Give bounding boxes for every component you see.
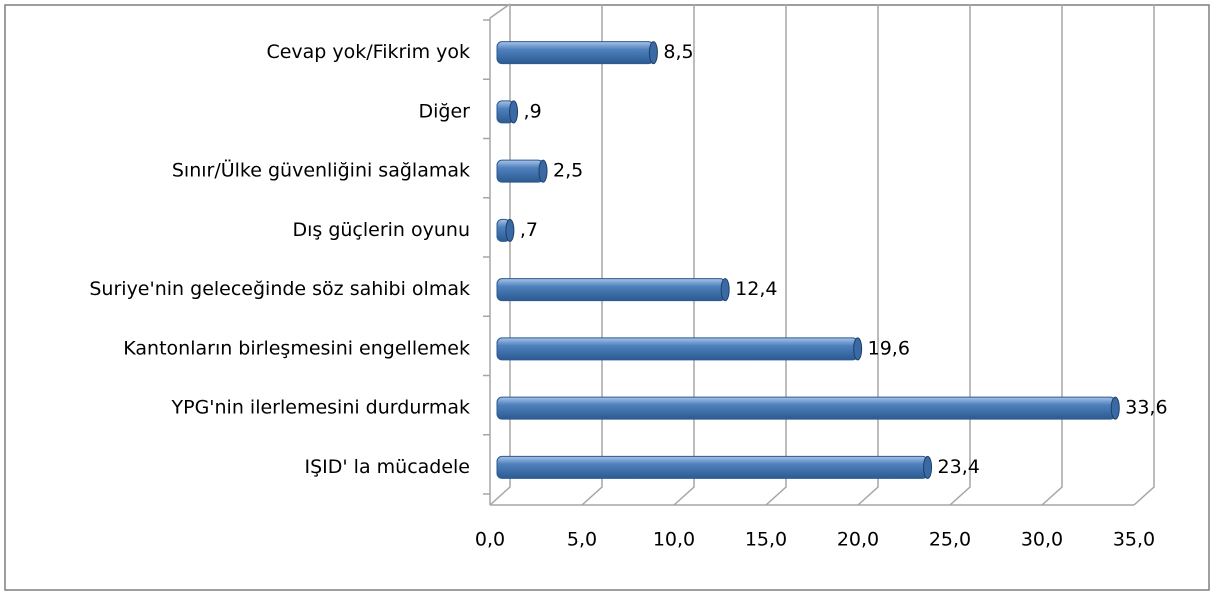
y-tick-label: Suriye'nin geleceğinde söz sahibi olmak (89, 278, 470, 300)
left-wall-top (489, 3, 511, 19)
grid-line (1041, 4, 1063, 506)
y-tick-label: Diğer (419, 100, 471, 122)
y-tick-label: Dış güçlerin oyunu (292, 219, 470, 241)
bar-cap (538, 159, 548, 183)
y-tick-label: YPG'nin ilerlemesini durdurmak (171, 397, 471, 419)
x-tick-label: 0,0 (475, 529, 505, 551)
bar (496, 278, 726, 302)
bar-cap (1110, 396, 1120, 420)
value-label: 2,5 (553, 160, 583, 182)
value-label: ,9 (524, 100, 542, 122)
bar-cap (509, 100, 519, 124)
grid-line (857, 4, 879, 506)
value-label: 33,6 (1125, 397, 1167, 419)
bar (496, 396, 1116, 420)
bar-cap (505, 218, 515, 242)
value-label: 12,4 (735, 278, 777, 300)
value-label: 19,6 (868, 337, 910, 359)
bar-cap (853, 337, 863, 361)
x-tick-label: 5,0 (567, 529, 597, 551)
grid-line (1133, 4, 1155, 506)
bar-cap (648, 41, 658, 65)
x-tick-label: 20,0 (837, 529, 879, 551)
bar-cap (923, 455, 933, 479)
bar (496, 41, 654, 65)
x-tick-label: 10,0 (653, 529, 695, 551)
x-tick-label: 35,0 (1113, 529, 1155, 551)
x-tick-label: 25,0 (929, 529, 971, 551)
y-tick-label: Cevap yok/Fikrim yok (266, 41, 470, 63)
bar (496, 337, 859, 361)
grid-line (581, 4, 603, 506)
bar-cap (720, 278, 730, 302)
y-tick-label: Sınır/Ülke güvenliğini sağlamak (172, 159, 470, 182)
bar (496, 455, 929, 479)
value-label: 8,5 (663, 41, 693, 63)
x-tick-label: 15,0 (745, 529, 787, 551)
value-label: 23,4 (938, 456, 980, 478)
y-tick-label: IŞID' la mücadele (305, 456, 470, 478)
grid-line (765, 4, 787, 506)
x-tick-label: 30,0 (1021, 529, 1063, 551)
value-label: ,7 (520, 219, 538, 241)
bar (496, 159, 544, 183)
grid-line (673, 4, 695, 506)
y-tick-label: Kantonların birleşmesini engellemek (123, 337, 470, 359)
grid-line (949, 4, 971, 506)
